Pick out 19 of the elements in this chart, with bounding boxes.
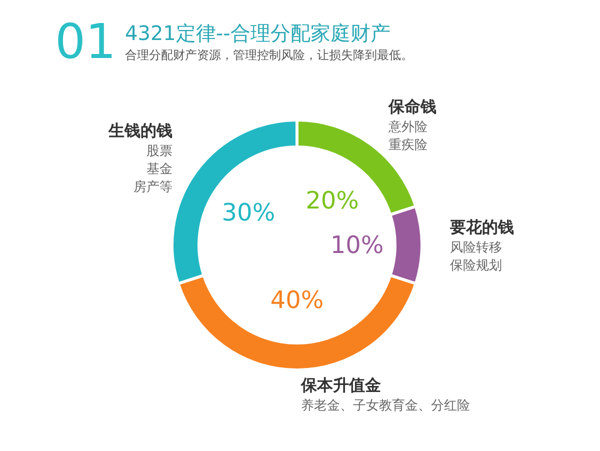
text: 保险规划 bbox=[450, 258, 502, 274]
chart-subtitle: 合理分配财产资源，管理控制风险，让损失降到最低。 bbox=[125, 48, 413, 62]
slice-label: 要花的钱 bbox=[449, 218, 514, 236]
data-label: 20% bbox=[306, 186, 359, 215]
text: 房产等 bbox=[133, 180, 172, 195]
text: 养老金、子女教育金、分红险 bbox=[301, 398, 470, 414]
slice-label: 保命钱 bbox=[388, 96, 437, 116]
chart-title: 4321定律--合理分配家庭财产 bbox=[125, 21, 390, 45]
text: 风险转移 bbox=[450, 240, 502, 256]
data-label: 10% bbox=[330, 231, 384, 259]
slice-label: 生钱的钱 bbox=[107, 120, 172, 140]
data-label: 40% bbox=[270, 286, 324, 314]
text: 重疾险 bbox=[388, 138, 428, 153]
text: 基金 bbox=[146, 162, 172, 177]
data-label: 30% bbox=[222, 198, 276, 227]
text: 意外险 bbox=[388, 120, 428, 135]
slice-label: 保本升值金 bbox=[300, 376, 381, 394]
text: 股票 bbox=[146, 144, 172, 159]
text: 01 bbox=[55, 14, 116, 70]
